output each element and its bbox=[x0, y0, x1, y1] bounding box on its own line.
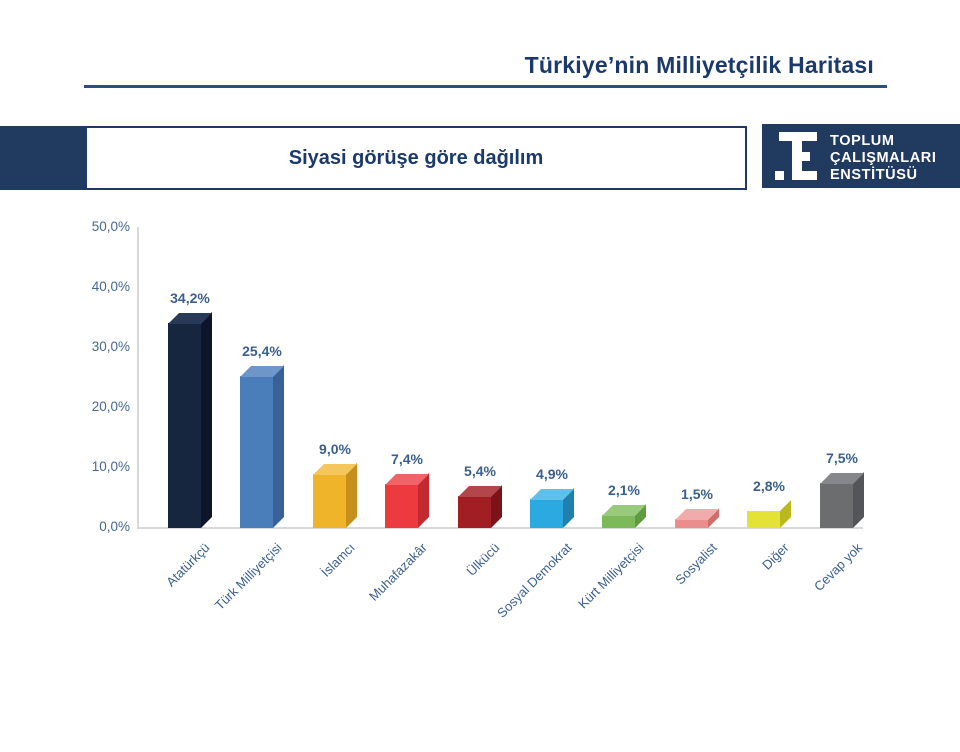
category-label: Sosyalist bbox=[672, 540, 720, 588]
bar-value-label: 2,8% bbox=[753, 478, 785, 494]
bar-side bbox=[272, 365, 284, 528]
category-label: Atatürkçü bbox=[163, 540, 213, 590]
category-label: Cevap yok bbox=[810, 540, 865, 595]
bar-value-label: 7,5% bbox=[826, 450, 858, 466]
category-label: Muhafazakâr bbox=[365, 540, 430, 604]
bar-value-label: 1,5% bbox=[681, 486, 713, 502]
bar-front bbox=[530, 499, 563, 528]
y-axis-tick-label: 50,0% bbox=[91, 219, 130, 234]
chart-title-box: Siyasi görüşe göre dağılım bbox=[85, 126, 747, 190]
bar-front bbox=[747, 511, 780, 528]
bar-front bbox=[602, 515, 635, 528]
institute-logo-text: TOPLUM ÇALIŞMALARI ENSTİTÜSÜ bbox=[830, 133, 936, 184]
bar-front bbox=[675, 519, 708, 528]
y-axis-tick-label: 40,0% bbox=[91, 279, 130, 294]
y-axis-line bbox=[137, 227, 139, 528]
bar-value-label: 5,4% bbox=[464, 463, 496, 479]
category-label: Ülkücü bbox=[463, 540, 503, 579]
bar-value-label: 7,4% bbox=[391, 451, 423, 467]
bar-side bbox=[200, 312, 212, 528]
category-label: Kürt Milliyetçisi bbox=[575, 540, 647, 612]
bar-front bbox=[313, 474, 346, 528]
category-label: Sosyal Demokrat bbox=[494, 540, 575, 621]
category-label: Türk Milliyetçisi bbox=[211, 540, 285, 613]
bar-front bbox=[168, 323, 201, 528]
category-label: İslamcı bbox=[317, 540, 358, 580]
y-axis-tick-label: 0,0% bbox=[99, 519, 130, 534]
category-label: Diğer bbox=[759, 540, 792, 573]
bar-front bbox=[820, 483, 853, 528]
bar-front bbox=[240, 376, 273, 528]
x-axis-line bbox=[137, 527, 863, 529]
header-divider bbox=[84, 85, 887, 88]
logo-line-3: ENSTİTÜSÜ bbox=[830, 167, 918, 183]
page-title: Türkiye’nin Milliyetçilik Haritası bbox=[524, 52, 874, 78]
y-axis-tick-label: 30,0% bbox=[91, 339, 130, 354]
logo-line-1: TOPLUM bbox=[830, 133, 895, 149]
logo-line-2: ÇALIŞMALARI bbox=[830, 150, 937, 166]
bar-value-label: 25,4% bbox=[242, 343, 282, 359]
bar-value-label: 34,2% bbox=[170, 290, 210, 306]
y-axis-tick-label: 20,0% bbox=[91, 399, 130, 414]
banner-left-block bbox=[0, 126, 85, 190]
bar-value-label: 9,0% bbox=[319, 441, 351, 457]
institute-monogram-icon bbox=[775, 132, 821, 180]
bar-front bbox=[458, 496, 491, 528]
bar-value-label: 4,9% bbox=[536, 466, 568, 482]
bar-front bbox=[385, 484, 418, 528]
chart-title: Siyasi görüşe göre dağılım bbox=[288, 146, 544, 169]
y-axis-tick-label: 10,0% bbox=[91, 459, 130, 474]
bar-value-label: 2,1% bbox=[608, 482, 640, 498]
